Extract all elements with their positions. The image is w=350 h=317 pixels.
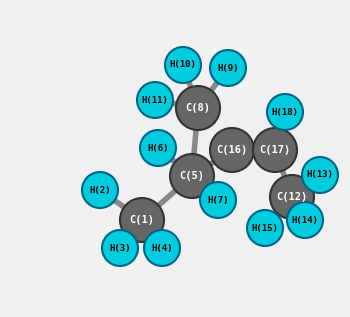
Circle shape	[302, 157, 338, 193]
Text: H(9): H(9)	[217, 63, 239, 73]
Text: C(12): C(12)	[276, 192, 308, 202]
Text: H(15): H(15)	[252, 223, 279, 232]
Circle shape	[247, 210, 283, 246]
Circle shape	[210, 128, 254, 172]
Circle shape	[267, 94, 303, 130]
Circle shape	[82, 172, 118, 208]
Text: H(14): H(14)	[292, 216, 319, 224]
Circle shape	[140, 130, 176, 166]
Circle shape	[102, 230, 138, 266]
Circle shape	[287, 202, 323, 238]
Circle shape	[200, 182, 236, 218]
Text: H(13): H(13)	[307, 171, 334, 179]
Circle shape	[253, 128, 297, 172]
Text: C(16): C(16)	[216, 145, 248, 155]
Text: H(2): H(2)	[89, 185, 111, 195]
Text: H(18): H(18)	[272, 107, 299, 117]
Text: C(8): C(8)	[186, 103, 210, 113]
Text: H(11): H(11)	[141, 95, 168, 105]
Text: C(17): C(17)	[259, 145, 290, 155]
Text: H(4): H(4)	[151, 243, 173, 253]
Circle shape	[176, 86, 220, 130]
Circle shape	[210, 50, 246, 86]
Circle shape	[144, 230, 180, 266]
Text: H(3): H(3)	[109, 243, 131, 253]
Text: C(1): C(1)	[130, 215, 154, 225]
Circle shape	[270, 175, 314, 219]
Text: H(10): H(10)	[169, 61, 196, 69]
Circle shape	[165, 47, 201, 83]
Circle shape	[120, 198, 164, 242]
Text: H(7): H(7)	[207, 196, 229, 204]
Circle shape	[137, 82, 173, 118]
Text: C(5): C(5)	[180, 171, 204, 181]
Text: H(6): H(6)	[147, 144, 169, 152]
Circle shape	[170, 154, 214, 198]
